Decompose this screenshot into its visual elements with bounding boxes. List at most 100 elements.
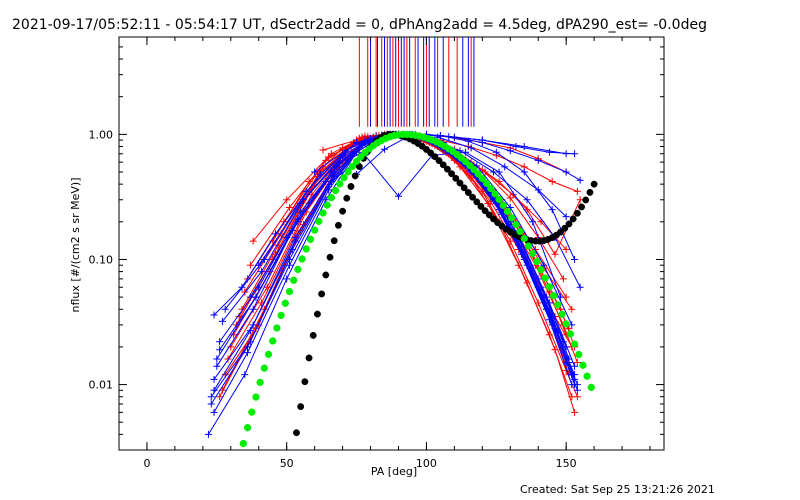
- black-fit-point-44: [473, 198, 481, 206]
- profile-point-blue-34-3: [272, 230, 280, 238]
- black-fit-point-2: [297, 403, 305, 411]
- profile-point-blue-31-9: [571, 255, 579, 263]
- black-fit-point-9: [326, 253, 334, 261]
- black-fit-point-12: [339, 207, 347, 215]
- green-fit-point-5: [256, 378, 264, 387]
- green-fit-point-76: [554, 301, 562, 309]
- green-fit-point-27: [348, 162, 357, 171]
- black-fit-point-39: [452, 174, 460, 182]
- profile-point-blue-22-1: [218, 317, 226, 325]
- profile-point-blue-28-1: [207, 400, 215, 408]
- profile-point-blue-37-3: [501, 163, 509, 171]
- x-tick-label-2: 50: [280, 457, 294, 470]
- black-fit-point-38: [448, 170, 456, 178]
- black-fit-point-71: [586, 188, 594, 196]
- x-tick-label-4: 150: [556, 457, 577, 470]
- profile-point-red-3-11: [534, 299, 542, 307]
- green-fit-point-68: [520, 234, 528, 243]
- black-fit-point-37: [443, 165, 451, 173]
- profile-point-blue-36-7: [534, 156, 542, 164]
- black-fit-point-5: [309, 331, 317, 339]
- profile-point-blue-33-7: [529, 218, 537, 226]
- profile-point-blue-26-1: [210, 386, 218, 394]
- profile-point-blue-26-13: [571, 362, 579, 370]
- profile-point-red-8-1: [224, 355, 232, 363]
- profile-point-blue-23-2: [241, 371, 249, 379]
- profile-point-red-5-2: [283, 196, 291, 204]
- green-fit-point-26: [344, 168, 352, 176]
- black-fit-point-46: [481, 207, 489, 215]
- green-fit-point-16: [302, 245, 310, 253]
- green-fit-point-78: [562, 320, 570, 328]
- black-fit-point-67: [569, 215, 577, 223]
- profile-point-blue-34-2: [238, 283, 246, 291]
- profile-point-blue-34-9: [490, 168, 498, 176]
- green-fit-point-21: [323, 201, 331, 209]
- profile-point-blue-33-3: [394, 192, 402, 200]
- black-fit-point-3: [301, 378, 309, 386]
- profile-point-red-13-10: [573, 187, 581, 195]
- green-fit-point-28: [352, 157, 361, 166]
- vertical-markers-layer: [358, 37, 475, 127]
- black-fit-point-65: [561, 224, 569, 232]
- profile-point-blue-24-2: [249, 305, 257, 313]
- profile-point-blue-31-7: [520, 168, 528, 176]
- black-fit-point-41: [460, 184, 468, 192]
- profile-point-red-3-13: [573, 393, 581, 401]
- profile-point-blue-36-8: [562, 168, 570, 176]
- profile-point-blue-35-1: [246, 293, 254, 301]
- black-fit-point-11: [334, 221, 342, 229]
- profile-point-blue-26-3: [291, 237, 299, 245]
- green-fit-point-82: [579, 361, 587, 369]
- green-fit-point-80: [570, 340, 579, 348]
- profile-point-blue-35-9: [534, 283, 542, 291]
- profile-point-red-12-12: [568, 305, 576, 313]
- chart-title: 2021-09-17/05:52:11 - 05:54:17 UT, dSect…: [12, 17, 707, 33]
- profile-point-blue-28-2: [244, 343, 252, 351]
- green-fit-point-11: [281, 299, 289, 307]
- profile-point-blue-31-6: [492, 148, 500, 156]
- black-fit-point-7: [318, 290, 326, 298]
- black-fit-point-34: [431, 153, 439, 161]
- profile-point-blue-34-5: [353, 139, 361, 147]
- profile-point-red-16-1: [246, 261, 254, 269]
- green-fit-point-9: [273, 324, 281, 332]
- green-fit-point-15: [298, 255, 306, 263]
- green-fit-point-62: [495, 195, 503, 204]
- green-fit-point-58: [478, 174, 486, 183]
- green-fit-point-81: [575, 350, 583, 359]
- profile-point-red-13-1: [319, 146, 327, 154]
- green-fit-point-63: [499, 201, 507, 210]
- profile-point-red-9-1: [238, 305, 246, 313]
- black-fit-point-13: [343, 194, 351, 202]
- profile-point-blue-34-1: [210, 311, 218, 319]
- green-fit-point-73: [541, 274, 549, 282]
- profile-point-blue-34-12: [576, 283, 584, 291]
- profile-point-red-10-1: [216, 393, 224, 401]
- black-fit-point-6: [313, 310, 321, 318]
- profile-point-red-13-9: [548, 177, 556, 185]
- profile-point-blue-30-7: [545, 148, 553, 156]
- plot-frame: [118, 36, 665, 451]
- profile-point-blue-17-1: [210, 375, 218, 383]
- profile-point-blue-35-3: [322, 177, 330, 185]
- profile-point-blue-36-5: [478, 139, 486, 147]
- profile-point-blue-35-4: [361, 140, 369, 148]
- profile-point-red-11-2: [280, 218, 288, 226]
- profile-point-blue-21-1: [210, 408, 218, 416]
- black-fit-point-4: [305, 354, 313, 362]
- profile-point-red-9-12: [562, 246, 570, 254]
- black-fit-point-40: [456, 179, 464, 187]
- black-fit-point-70: [582, 196, 590, 204]
- profile-point-red-16-2: [285, 204, 293, 212]
- green-fit-point-13: [290, 276, 298, 284]
- black-fit-point-36: [439, 161, 447, 169]
- profile-point-blue-24-1: [213, 362, 221, 370]
- green-fit-point-2: [243, 423, 252, 432]
- green-fit-point-10: [277, 311, 285, 320]
- profile-point-blue-36-6: [506, 147, 514, 155]
- profile-point-red-3-10: [506, 237, 514, 245]
- profile-point-blue-37-4: [534, 186, 542, 194]
